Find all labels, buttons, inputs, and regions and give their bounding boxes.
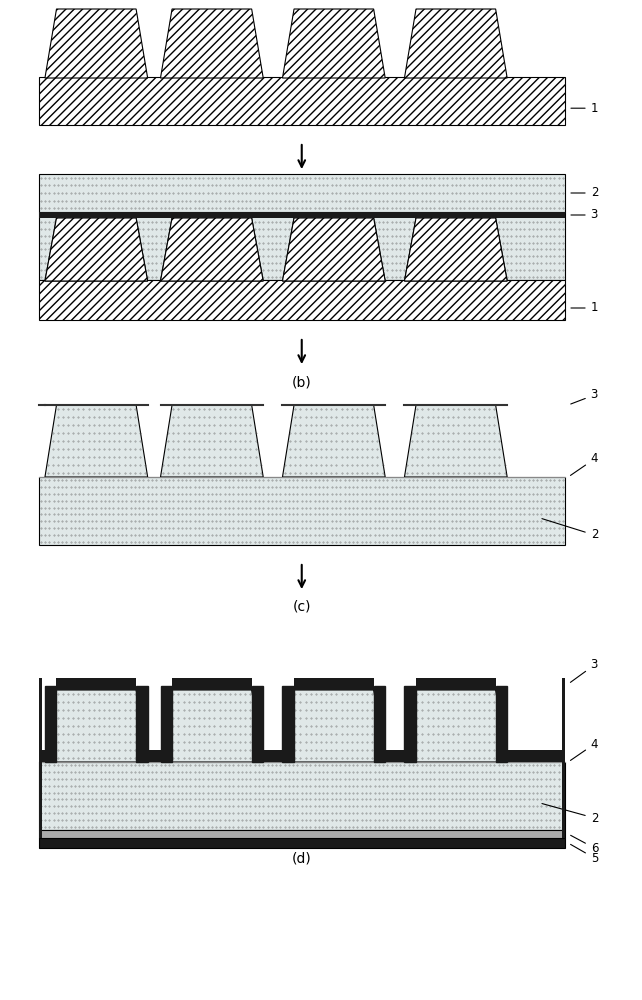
Bar [148,750,160,762]
Bar [39,830,565,838]
Text: (c): (c) [293,600,311,614]
Polygon shape [45,405,148,477]
Polygon shape [45,9,148,78]
Text: (b): (b) [292,375,311,389]
Bar [416,678,496,690]
Polygon shape [374,686,385,762]
Text: 3: 3 [571,209,598,222]
Polygon shape [160,690,263,762]
Bar [39,174,565,212]
Bar [39,678,42,838]
Bar [385,750,404,762]
Bar [39,750,45,762]
Polygon shape [404,690,507,762]
Polygon shape [282,405,385,477]
Polygon shape [252,686,263,762]
Polygon shape [136,686,148,762]
Text: 2: 2 [571,186,598,200]
Polygon shape [404,9,507,78]
Bar [39,212,565,280]
Polygon shape [45,218,148,281]
Polygon shape [282,690,385,762]
Polygon shape [45,690,148,762]
Text: 3: 3 [571,388,598,404]
Text: 2: 2 [542,804,598,824]
Text: 2: 2 [542,519,598,542]
Bar [263,750,282,762]
Text: (a): (a) [292,180,311,194]
Polygon shape [282,9,385,78]
Bar [172,678,252,690]
Polygon shape [404,686,416,762]
Bar [562,678,565,838]
Polygon shape [160,686,172,762]
Polygon shape [282,686,294,762]
Bar [39,762,565,830]
Bar [39,280,565,320]
Polygon shape [404,218,507,281]
Polygon shape [282,218,385,281]
Text: 1: 1 [571,301,598,314]
Polygon shape [404,218,507,281]
Text: 1: 1 [571,102,598,115]
Text: (d): (d) [292,852,311,866]
Bar [39,77,565,125]
Polygon shape [496,686,507,762]
Bar [294,678,374,690]
Polygon shape [404,405,507,477]
Text: 6: 6 [571,835,598,854]
Text: 4: 4 [571,452,598,475]
Polygon shape [160,9,263,78]
Polygon shape [160,218,263,281]
Polygon shape [160,218,263,281]
Bar [39,838,565,848]
Polygon shape [282,218,385,281]
Bar [39,477,565,545]
Bar [39,212,565,218]
Polygon shape [45,218,148,281]
Text: 3: 3 [570,658,598,682]
Text: 5: 5 [571,844,598,864]
Bar [39,212,565,218]
Bar [56,678,136,690]
Polygon shape [45,686,56,762]
Bar [507,750,565,762]
Text: 4: 4 [571,738,598,760]
Polygon shape [160,405,263,477]
